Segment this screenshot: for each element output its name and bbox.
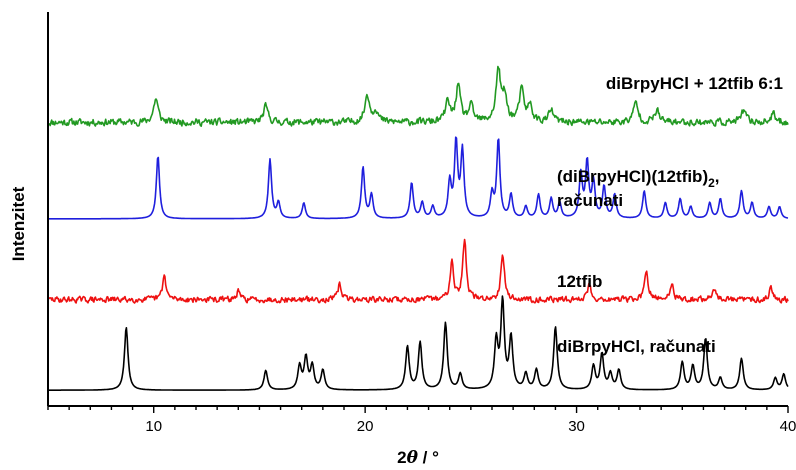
x-axis-title-theta: θ	[407, 448, 419, 468]
x-tick-label-10: 10	[145, 418, 162, 435]
series-label-calc-cocrystal-subscript: 2	[708, 176, 715, 190]
x-ticks: 10 20 30 40	[47, 406, 796, 435]
series-line-calc-cocrystal	[47, 136, 789, 220]
x-axis-title-prefix: 2	[397, 448, 406, 467]
series-label-calc-cocrystal-comma: ,	[715, 167, 720, 186]
series-label-calc-cocrystal: (diBrpyHCl)(12tfib)2,	[557, 167, 720, 190]
axes-layer	[47, 12, 788, 407]
x-axis-title-unit: / °	[418, 448, 439, 467]
series-labels: diBrpyHCl + 12tfib 6:1 (diBrpyHCl)(12tfi…	[557, 74, 783, 356]
series-label-calc-cocrystal-line2: računati	[557, 191, 623, 210]
series-label-exp-12tfib: 12tfib	[557, 272, 602, 291]
series-layer	[47, 65, 789, 392]
series-line-calc-diBrpyHCl	[47, 295, 789, 392]
y-axis-title: Intenzitet	[9, 186, 28, 261]
x-axis-title: 2θ / °	[397, 448, 439, 468]
x-tick-label-20: 20	[357, 418, 374, 435]
series-label-calc-diBrpyHCl: diBrpyHCl, računati	[557, 337, 716, 356]
series-label-calc-cocrystal-main: (diBrpyHCl)(12tfib)	[557, 167, 708, 186]
series-label-exp-mix: diBrpyHCl + 12tfib 6:1	[606, 74, 783, 93]
series-line-exp-mix	[47, 65, 789, 127]
x-tick-label-30: 30	[568, 418, 585, 435]
x-tick-label-40: 40	[780, 418, 796, 435]
series-line-exp-12tfib	[47, 238, 789, 304]
